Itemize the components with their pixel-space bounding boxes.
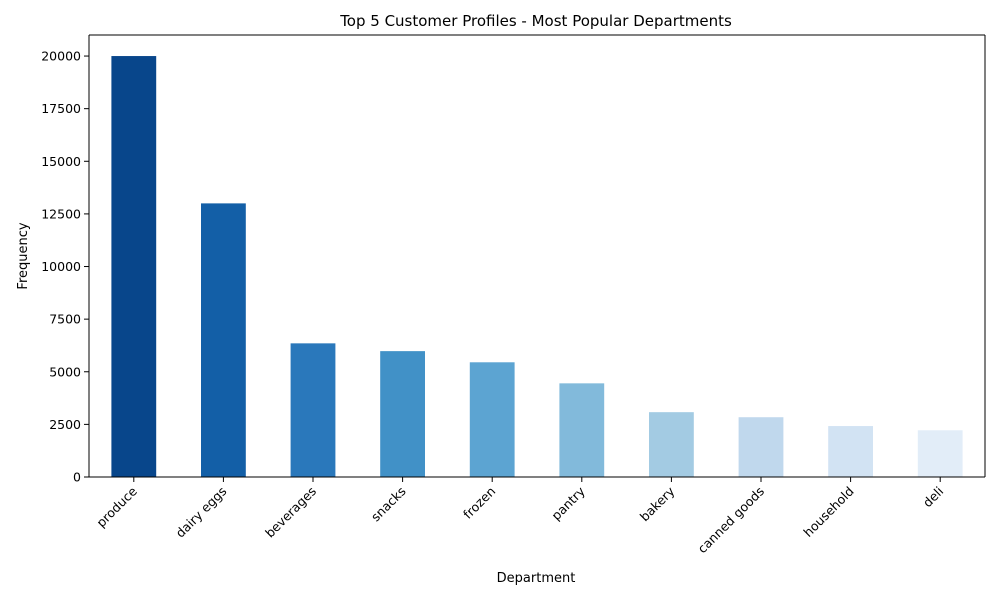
x-axis: produce dairy eggs beverages snacks frozen pa… <box>93 477 946 556</box>
x-tick-label: dairy eggs <box>172 484 229 541</box>
y-tick-label: 5000 <box>49 364 81 379</box>
bar-pantry <box>559 383 605 477</box>
y-tick-label: 12500 <box>41 206 81 221</box>
chart-title: Top 5 Customer Profiles - Most Popular D… <box>339 12 732 30</box>
y-axis-label: Frequency <box>16 222 31 289</box>
bar-deli <box>917 430 963 477</box>
y-tick-label: 0 <box>73 470 81 485</box>
bar-dairy-eggs <box>201 203 246 477</box>
x-tick-label: bakery <box>637 483 678 524</box>
y-tick-label: 17500 <box>41 101 81 116</box>
x-tick-label: deli <box>920 484 947 511</box>
y-tick-label: 2500 <box>49 417 81 432</box>
x-tick-label: beverages <box>262 484 319 541</box>
x-tick-label: household <box>800 484 856 540</box>
bar-produce <box>111 56 157 478</box>
y-tick-label: 15000 <box>41 154 81 169</box>
bar-beverages <box>290 343 336 477</box>
bar-frozen <box>469 362 515 477</box>
bar-bakery <box>649 412 694 477</box>
bar-household <box>828 426 873 477</box>
x-axis-label: Department <box>497 571 576 586</box>
y-tick-label: 20000 <box>41 49 81 64</box>
x-tick-label: produce <box>93 483 140 530</box>
x-tick-label: pantry <box>548 483 588 523</box>
y-tick-label: 10000 <box>41 259 81 274</box>
bar-canned-goods <box>738 417 784 477</box>
x-tick-label: frozen <box>460 484 498 522</box>
bar-snacks <box>380 351 425 477</box>
x-tick-label: canned goods <box>695 484 768 557</box>
y-tick-label: 7500 <box>49 312 81 327</box>
y-axis: 0 2500 5000 7500 10000 12500 15000 17500 20000 <box>41 49 89 485</box>
x-tick-label: snacks <box>368 484 409 525</box>
bars-group <box>111 56 963 478</box>
